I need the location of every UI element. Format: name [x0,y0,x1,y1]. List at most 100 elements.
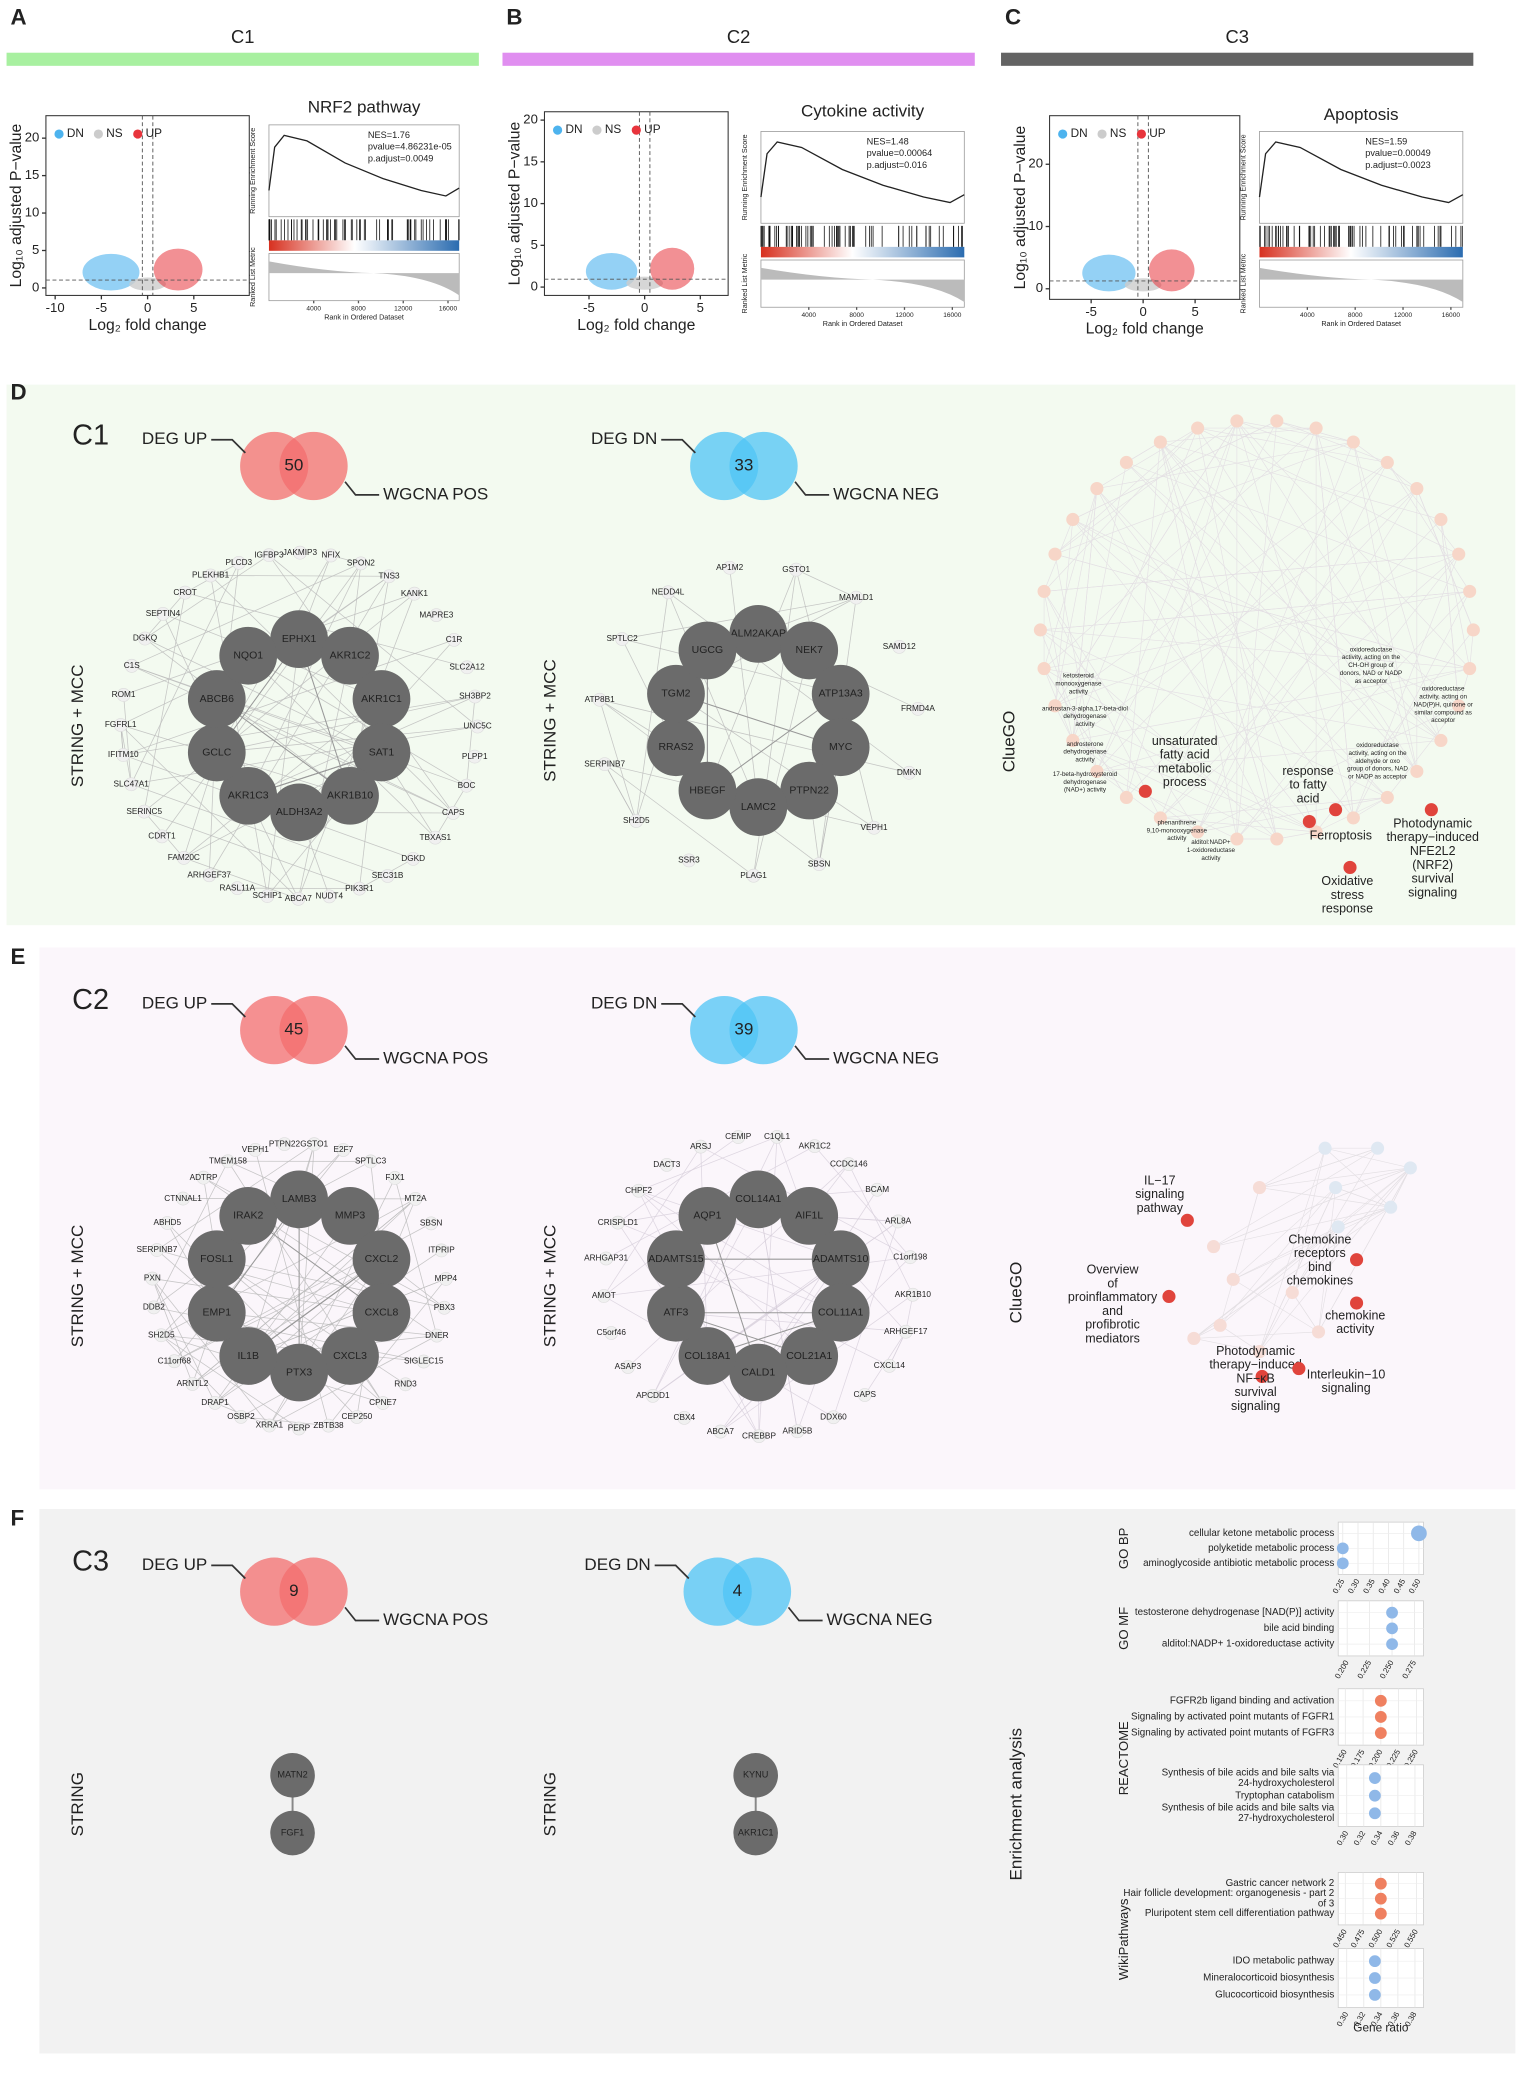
gene-node [429,1328,444,1343]
gene-label: NUDT4 [316,892,344,901]
cluego-node [1037,661,1051,676]
cluego-edge [1213,1147,1378,1247]
edge [617,1222,841,1314]
cluego-node [1033,623,1047,637]
cluego-edge [1213,1206,1391,1247]
hub-node [219,1187,278,1245]
venn-count: 50 [284,455,303,474]
cluego-edge [1043,591,1161,819]
cluego-edge [1126,462,1418,772]
y-tick-label: 10 [25,205,40,220]
legend-swatch [93,129,103,139]
cluego-edge [1054,420,1238,555]
faded-term: oxidoreductase [1422,686,1465,693]
group-label: REACTOME [1116,1721,1131,1795]
cluego-node [1331,1220,1345,1234]
faded-term: monooxygenase [1055,680,1102,687]
gene-label: SEC31B [372,871,404,880]
edge [638,1190,841,1314]
gene-node [424,1216,439,1231]
legend-swatch [1136,129,1147,139]
x-tick-label: 0 [641,300,648,315]
gene-node [857,1388,872,1402]
faded-term: alditol:NADP+ [1191,839,1231,846]
term-label: Overview [1087,1263,1140,1277]
dot [1374,1694,1387,1707]
cluego-node [1410,764,1424,778]
hub-node [729,1343,788,1402]
y-tick-label: 20 [523,112,538,127]
group-label: GO MF [1116,1607,1131,1650]
gene-node [363,1154,378,1169]
hub-label: TGM2 [661,689,690,700]
hub-node [780,761,839,820]
gene-node [659,1157,674,1172]
hub-label: CXCL8 [365,1307,399,1318]
cluego-edge [1315,427,1418,772]
gsea-title: NRF2 pathway [308,97,421,116]
cluego-edge [1096,462,1388,772]
gene-label: SLC2A12 [449,662,485,671]
gene-node [416,1354,431,1369]
gene-label: KANK1 [401,589,428,598]
cluego-edge [1318,1226,1339,1332]
gene-node [307,1137,322,1152]
hub-label: CXCL3 [333,1351,367,1362]
y-tick-label: 0 [32,279,39,294]
cluego-edge [1197,488,1418,833]
y-tick-label: 20 [25,130,40,145]
gene-label: PBX3 [434,1303,456,1312]
hub-label: UGCG [692,645,723,656]
legend-label: DN [67,126,84,140]
hub-label: COL18A1 [684,1351,730,1362]
venn-count: 9 [289,1581,298,1600]
gene-label: ROM1 [112,690,136,699]
legend-label: DN [1071,126,1088,140]
hub-node [811,1283,870,1342]
x-tick-label: 16000 [943,312,962,319]
cluego-edge [1233,1226,1339,1280]
edge [599,699,637,822]
cluego-edge [1197,427,1418,772]
panel-label: D [10,380,26,405]
gene-node [350,1410,364,1424]
leader [211,1564,246,1580]
term-node [1350,1296,1364,1310]
cluego-edge [1353,591,1470,819]
gene-node [891,1214,905,1229]
faded-term: dehydrogenase [1063,713,1107,720]
hub-label: SAT1 [369,747,395,758]
x-axis-label: Gene ratio [1353,2021,1409,2035]
es-curve [268,134,460,197]
gene-node [693,1139,708,1154]
plot-frame [1049,115,1241,300]
edge [131,783,388,877]
gene-label: ARL8A [885,1217,912,1226]
y-axis-label: Ranked List Metric [1239,253,1248,313]
gene-label: CRISPLD1 [598,1218,639,1227]
hub-label: LAMB3 [282,1194,317,1205]
x-axis-label: Log₂ fold change [577,317,695,334]
cluego-edge [1259,1292,1293,1352]
gene-node [167,1354,182,1369]
dot [1374,1892,1387,1905]
cluego-edge [1353,554,1460,819]
cluego-edge [1072,420,1277,520]
gene-label: ATP8B1 [585,695,616,704]
gene-label: SBSN [420,1219,443,1228]
gene-label: DRAP1 [201,1398,229,1407]
y-tick-label: 0 [1036,280,1043,295]
gene-node [176,850,191,865]
cluego-edge [1072,427,1198,741]
faded-term: activity [1201,855,1221,862]
gene-label: SPTLC2 [607,634,639,643]
faded-term: activity, acting on [1419,694,1467,701]
gene-label: PLAG1 [740,871,767,880]
venn-count: 4 [733,1581,742,1600]
x-tick-label: 0 [1139,304,1146,319]
hub-label: FOSL1 [200,1254,233,1265]
cluego-edge [1276,420,1388,463]
cluego-edge [1219,1187,1336,1326]
edge [848,1163,914,1295]
gene-label: C11orf68 [158,1356,192,1365]
